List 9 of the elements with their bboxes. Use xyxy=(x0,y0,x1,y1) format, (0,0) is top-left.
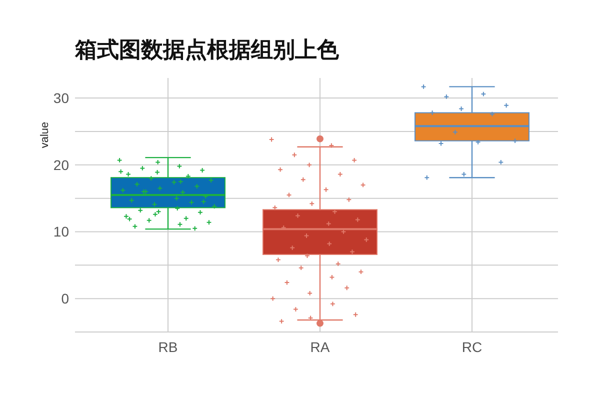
x-tick-label: RB xyxy=(158,339,178,355)
y-tick-label: 20 xyxy=(53,156,70,173)
y-tick-label: 0 xyxy=(61,290,70,307)
y-tick-label: 10 xyxy=(53,224,70,240)
x-tick-label: RC xyxy=(462,339,482,355)
x-tick-label: RA xyxy=(310,339,330,355)
chart-title: 箱式图数据点根据组别上色 xyxy=(74,37,340,63)
y-axis-title: value xyxy=(39,122,51,148)
y-tick-label: 30 xyxy=(53,90,70,106)
